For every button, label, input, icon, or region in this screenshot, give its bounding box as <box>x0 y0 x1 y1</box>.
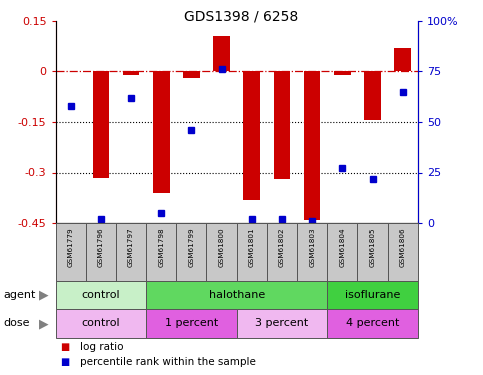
Bar <box>56 223 86 281</box>
Text: log ratio: log ratio <box>80 342 123 352</box>
Text: GSM61802: GSM61802 <box>279 228 285 267</box>
Bar <box>86 223 116 281</box>
Text: 3 percent: 3 percent <box>256 318 309 328</box>
Text: GSM61800: GSM61800 <box>219 228 225 267</box>
Bar <box>267 223 297 281</box>
Text: halothane: halothane <box>209 290 265 300</box>
Text: control: control <box>82 318 120 328</box>
Bar <box>146 223 176 281</box>
Bar <box>304 71 320 220</box>
Bar <box>56 281 146 309</box>
Text: GSM61805: GSM61805 <box>369 228 375 267</box>
Text: isoflurane: isoflurane <box>345 290 400 300</box>
Bar <box>176 223 207 281</box>
Text: GSM61799: GSM61799 <box>188 228 194 267</box>
Bar <box>146 281 327 309</box>
Bar <box>56 309 146 338</box>
Bar <box>274 71 290 179</box>
Text: ■: ■ <box>60 357 70 367</box>
Text: ▶: ▶ <box>39 289 48 302</box>
Text: 4 percent: 4 percent <box>346 318 399 328</box>
Bar <box>327 223 357 281</box>
Text: agent: agent <box>4 290 36 300</box>
Text: GSM61798: GSM61798 <box>158 228 164 267</box>
Text: GSM61801: GSM61801 <box>249 228 255 267</box>
Bar <box>213 36 230 71</box>
Text: GSM61779: GSM61779 <box>68 228 73 267</box>
Bar <box>364 71 381 120</box>
Text: GSM61806: GSM61806 <box>400 228 406 267</box>
Bar <box>207 223 237 281</box>
Bar <box>116 223 146 281</box>
Text: GSM61796: GSM61796 <box>98 228 104 267</box>
Bar <box>243 71 260 200</box>
Text: GSM61797: GSM61797 <box>128 228 134 267</box>
Text: GSM61803: GSM61803 <box>309 228 315 267</box>
Text: GSM61804: GSM61804 <box>340 228 345 267</box>
Bar <box>388 223 418 281</box>
Text: control: control <box>82 290 120 300</box>
Text: 1 percent: 1 percent <box>165 318 218 328</box>
Bar <box>297 223 327 281</box>
Bar <box>395 48 411 71</box>
Bar <box>237 223 267 281</box>
Bar <box>334 71 351 75</box>
Text: GDS1398 / 6258: GDS1398 / 6258 <box>185 9 298 23</box>
Bar <box>93 71 109 178</box>
Text: ■: ■ <box>60 342 70 352</box>
Bar <box>123 71 139 75</box>
Bar <box>327 281 418 309</box>
Bar <box>153 71 170 193</box>
Text: percentile rank within the sample: percentile rank within the sample <box>80 357 256 367</box>
Text: ▶: ▶ <box>39 317 48 330</box>
Bar <box>146 309 237 338</box>
Bar <box>327 309 418 338</box>
Text: dose: dose <box>4 318 30 328</box>
Bar <box>183 71 199 78</box>
Bar <box>237 309 327 338</box>
Bar <box>357 223 388 281</box>
